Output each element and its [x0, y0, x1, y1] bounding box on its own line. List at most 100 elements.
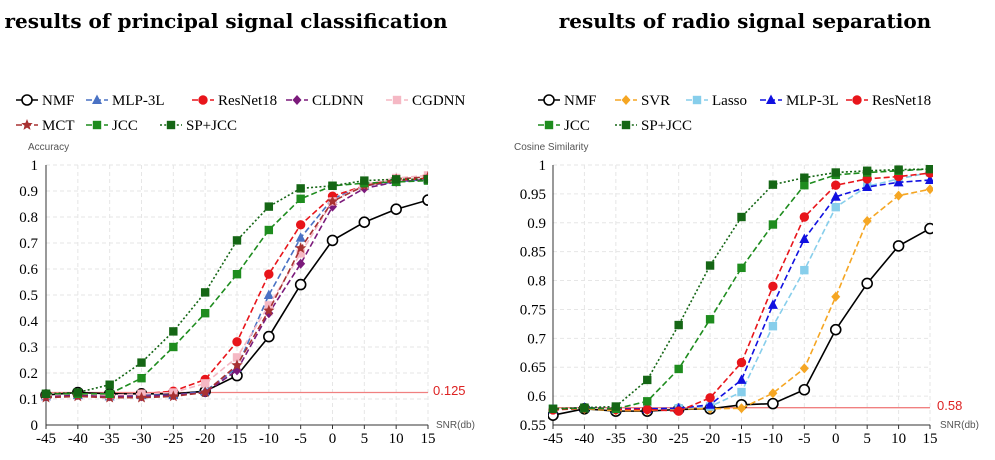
x-tick-label: -5 — [798, 431, 811, 447]
x-tick-label: -25 — [163, 431, 183, 447]
y-tick-label: 0.6 — [527, 389, 546, 405]
y-axis-label: Cosine Similarity — [514, 142, 588, 153]
data-point — [294, 278, 307, 291]
x-tick-label: -5 — [294, 431, 307, 447]
legend-item-nmf: NMF — [538, 93, 597, 109]
data-point — [200, 309, 210, 318]
data-point — [135, 391, 148, 403]
data-point — [830, 191, 841, 201]
series-sp-jcc — [548, 165, 933, 414]
data-point — [674, 364, 683, 374]
legend-marker — [292, 95, 302, 105]
data-point — [611, 402, 621, 411]
legend-marker — [166, 120, 176, 130]
legend-marker — [544, 120, 554, 130]
x-tick-label: -30 — [132, 431, 152, 447]
legend-item-svr: SVR — [615, 93, 670, 109]
y-tick-label: 0.3 — [19, 340, 38, 356]
data-point — [705, 315, 715, 324]
data-point — [894, 190, 904, 201]
y-tick-label: 0.75 — [520, 302, 546, 318]
data-point — [673, 406, 684, 416]
data-point — [862, 216, 872, 227]
x-tick-label: -45 — [36, 431, 56, 447]
data-point — [893, 176, 904, 187]
legend-marker — [621, 95, 631, 105]
legend-label: MLP-3L — [786, 93, 839, 109]
data-point — [798, 383, 811, 396]
data-point — [800, 265, 809, 275]
data-point — [643, 397, 652, 406]
data-point — [200, 288, 210, 297]
y-tick-label: 0.8 — [527, 274, 546, 290]
legend-item-cgdnn: CGDNN — [386, 93, 466, 109]
y-tick-label: 0.7 — [19, 236, 38, 252]
x-tick-label: -40 — [68, 431, 88, 447]
data-point — [264, 202, 274, 211]
data-point — [200, 379, 210, 388]
reference-line-label: 0.125 — [433, 383, 466, 398]
data-point — [169, 327, 178, 336]
y-tick-label: 0.1 — [19, 392, 38, 408]
legend-marker — [92, 94, 102, 104]
y-tick-label: 0.5 — [19, 288, 38, 304]
data-point — [831, 202, 840, 212]
data-point — [232, 270, 242, 279]
data-point — [326, 195, 339, 207]
data-point — [831, 180, 841, 190]
x-tick-label: -35 — [606, 431, 626, 447]
data-point — [580, 403, 589, 412]
data-point — [829, 323, 842, 336]
legend-label: Lasso — [712, 93, 747, 109]
data-point — [232, 353, 242, 362]
y-tick-label: 0.9 — [19, 184, 38, 200]
data-point — [295, 220, 306, 230]
legend-marker — [198, 95, 208, 105]
legend-item-jcc: JCC — [86, 118, 138, 134]
legend-label: SP+JCC — [186, 118, 237, 134]
data-point — [169, 342, 178, 352]
legend-item-nmf: NMF — [16, 93, 75, 109]
data-point — [423, 175, 428, 184]
x-tick-label: 10 — [389, 431, 404, 447]
x-tick-label: -10 — [259, 431, 279, 447]
legend-item-jcc: JCC — [538, 118, 590, 134]
data-point — [422, 194, 428, 206]
series-sp-jcc — [41, 175, 428, 398]
x-tick-label: -35 — [100, 431, 120, 447]
legend-label: NMF — [42, 93, 75, 109]
data-point — [358, 216, 371, 228]
data-point — [264, 269, 274, 279]
x-tick-label: 5 — [361, 431, 369, 447]
legend-label: JCC — [564, 118, 590, 134]
x-tick-label: -25 — [669, 431, 689, 447]
data-point — [768, 220, 778, 229]
legend-label: SP+JCC — [641, 118, 692, 134]
series-resnet18 — [548, 168, 933, 416]
x-tick-label: -15 — [732, 431, 752, 447]
legend-item-resnet18: ResNet18 — [192, 93, 277, 109]
legend-marker — [543, 94, 555, 106]
data-point — [736, 357, 747, 368]
y-tick-label: 0.6 — [19, 262, 38, 278]
x-tick-label: -40 — [574, 431, 594, 447]
data-point — [862, 166, 872, 175]
data-point — [41, 389, 51, 398]
data-point — [643, 375, 652, 385]
y-tick-label: 0.95 — [520, 187, 546, 203]
legend-item-mlp-3l: MLP-3L — [760, 93, 839, 109]
x-tick-label: -15 — [227, 431, 247, 447]
y-tick-label: 0.4 — [19, 314, 38, 330]
data-point — [105, 389, 114, 398]
x-tick-label: 0 — [329, 431, 337, 447]
x-axis-label: SNR(db) — [940, 420, 979, 431]
data-point — [737, 403, 746, 414]
legend-label: JCC — [112, 118, 138, 134]
data-point — [674, 320, 683, 330]
x-tick-label: -30 — [637, 431, 657, 447]
data-point — [548, 404, 558, 414]
chart-title: results of radio signal separation — [559, 9, 932, 33]
data-point — [892, 240, 905, 252]
data-point — [737, 212, 746, 222]
data-point — [296, 184, 305, 193]
